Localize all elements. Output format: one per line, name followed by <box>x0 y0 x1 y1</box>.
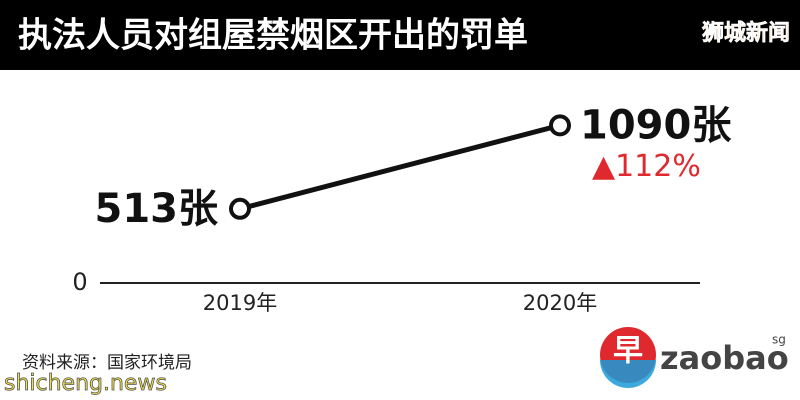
x-tick-label: 2020年 <box>523 291 597 315</box>
annotation: ▲112% <box>592 149 701 184</box>
logo-wave <box>600 360 656 388</box>
logo-text: zaobao <box>660 339 789 377</box>
x-tick-label: 2019年 <box>203 291 277 315</box>
logo-superscript: sg <box>772 333 786 347</box>
value-label: 1090张 <box>580 102 731 148</box>
source: 资料来源：国家环境局 <box>22 353 192 373</box>
point <box>229 197 251 220</box>
y-tick-label: 0 <box>72 268 87 296</box>
chart-title: 执法人员对组屋禁烟区开出的罚单 <box>18 16 528 56</box>
logo-mark: 早 <box>613 334 643 369</box>
watermark: shicheng.news <box>4 371 167 396</box>
title-bar <box>0 0 800 70</box>
point <box>549 114 571 137</box>
value-label: 513张 <box>95 186 219 232</box>
line <box>239 122 561 212</box>
watermark: 狮城新闻 <box>702 20 790 46</box>
